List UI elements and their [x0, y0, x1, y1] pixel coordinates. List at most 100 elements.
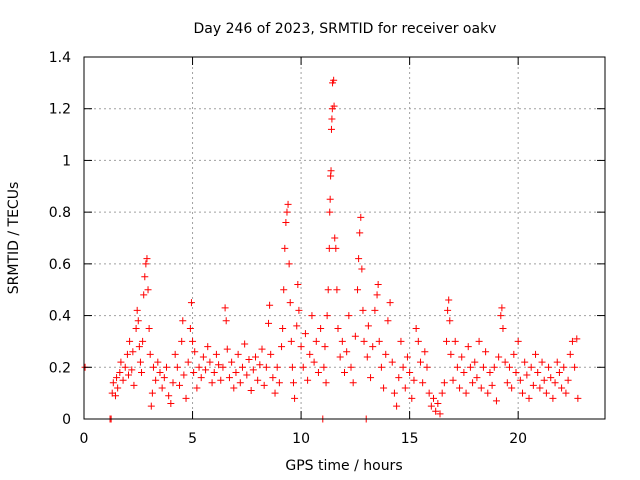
data-point: [358, 265, 366, 273]
data-point: [299, 363, 307, 371]
data-point: [190, 368, 198, 376]
data-point: [152, 376, 160, 384]
data-point: [558, 384, 566, 392]
data-point: [254, 376, 262, 384]
x-axis-label: GPS time / hours: [285, 458, 402, 474]
data-point: [542, 389, 550, 397]
data-point: [138, 368, 146, 376]
data-point: [179, 317, 187, 325]
data-point: [482, 348, 490, 356]
data-point: [289, 379, 297, 387]
data-point: [357, 213, 365, 221]
data-point: [527, 363, 535, 371]
data-point: [132, 325, 140, 332]
data-point: [359, 306, 367, 314]
data-point: [356, 229, 364, 237]
data-point: [453, 363, 461, 371]
data-point: [449, 376, 457, 384]
data-point: [266, 301, 274, 309]
x-tick-label: 15: [401, 431, 419, 447]
data-point: [573, 335, 581, 343]
data-point: [249, 366, 257, 374]
data-point: [324, 286, 332, 294]
y-tick-label: 0.8: [49, 205, 71, 221]
data-point: [165, 392, 173, 400]
data-point: [142, 260, 150, 268]
data-point: [519, 389, 527, 397]
data-point: [333, 286, 341, 294]
data-point: [140, 291, 148, 299]
x-tick-label: 10: [292, 431, 310, 447]
data-point: [295, 306, 303, 314]
data-point: [440, 379, 448, 387]
data-point: [560, 363, 568, 371]
data-point: [286, 299, 294, 307]
data-point: [222, 317, 230, 325]
data-point: [475, 337, 483, 345]
data-point: [135, 343, 143, 351]
data-point: [501, 358, 509, 366]
data-point: [521, 358, 529, 366]
data-point: [545, 363, 553, 371]
data-point: [212, 350, 220, 358]
data-point: [327, 125, 335, 133]
x-tick-label: 0: [80, 431, 89, 447]
data-point: [129, 348, 137, 356]
data-point: [338, 337, 346, 345]
data-point: [215, 361, 223, 369]
x-tick-label: 5: [188, 431, 197, 447]
data-point: [323, 312, 331, 320]
data-point: [225, 374, 233, 382]
data-point: [498, 304, 506, 312]
data-point: [492, 397, 500, 405]
data-point: [445, 296, 453, 304]
data-point: [334, 325, 342, 332]
data-point: [330, 76, 338, 84]
data-point: [130, 381, 138, 389]
data-point: [241, 340, 249, 348]
data-point: [180, 371, 188, 379]
data-point: [321, 343, 329, 351]
data-point: [197, 374, 205, 382]
data-point: [221, 304, 229, 312]
data-point: [136, 358, 144, 366]
data-point: [191, 348, 199, 356]
data-point: [317, 325, 325, 332]
y-tick-label: 1.4: [49, 50, 71, 66]
data-point: [384, 317, 392, 325]
data-point: [562, 389, 570, 397]
data-point: [486, 368, 494, 376]
data-point: [571, 363, 579, 371]
data-point: [328, 115, 336, 123]
data-point: [574, 394, 582, 402]
data-point: [510, 350, 518, 358]
data-point: [280, 286, 288, 294]
data-point: [399, 363, 407, 371]
data-point: [553, 358, 561, 366]
data-point: [564, 376, 572, 384]
data-point: [469, 379, 477, 387]
data-point: [219, 363, 227, 371]
data-point: [538, 358, 546, 366]
data-point: [438, 389, 446, 397]
data-point: [285, 260, 293, 268]
data-point: [117, 358, 125, 366]
data-point: [406, 368, 414, 376]
data-point: [125, 371, 133, 379]
data-point: [540, 376, 548, 384]
data-point: [512, 368, 520, 376]
data-point: [171, 350, 179, 358]
data-point: [566, 350, 574, 358]
data-point: [444, 306, 452, 314]
data-point: [364, 322, 372, 330]
data-point: [269, 374, 277, 382]
data-point: [443, 337, 451, 345]
data-point: [236, 379, 244, 387]
data-point: [273, 363, 281, 371]
data-point: [330, 102, 338, 110]
data-point: [228, 358, 236, 366]
data-point: [206, 358, 214, 366]
data-point: [345, 312, 353, 320]
data-point: [327, 167, 335, 175]
data-point: [377, 363, 385, 371]
